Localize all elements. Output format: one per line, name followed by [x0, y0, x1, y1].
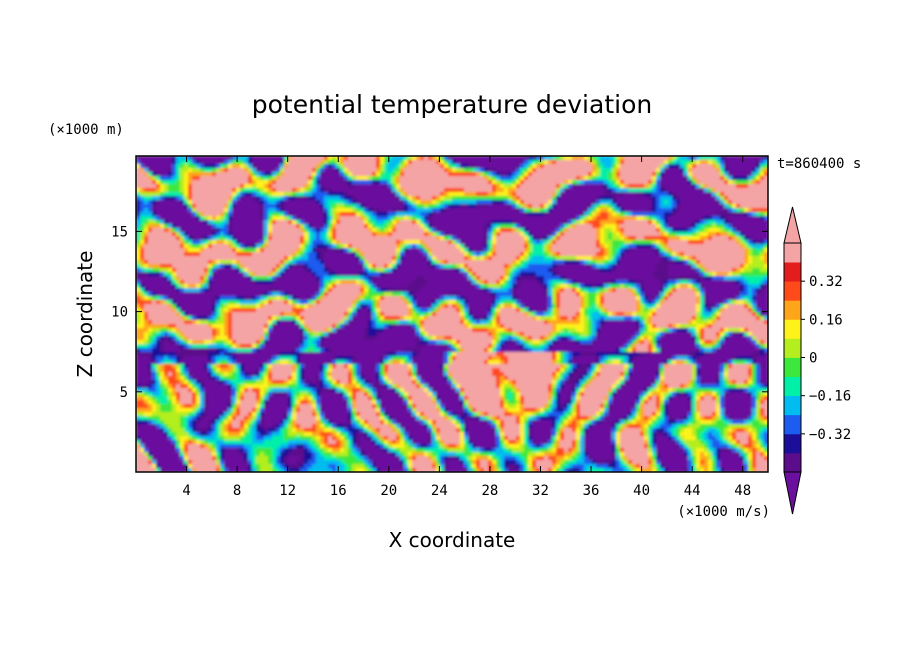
x-unit-label: (×1000 m/s) [677, 504, 770, 520]
colorbar-swatch [784, 452, 801, 473]
contour-field [136, 156, 768, 472]
y-axis-label: Z coordinate [73, 251, 97, 378]
y-tick-label: 10 [111, 305, 128, 321]
x-tick-label: 40 [633, 483, 650, 499]
colorbar-swatch [784, 433, 801, 454]
colorbar-swatch [784, 281, 801, 301]
x-tick-label: 28 [481, 483, 498, 499]
colorbar-label: 0.32 [809, 274, 843, 290]
colorbar-swatch [784, 319, 801, 339]
colorbar-label: −0.16 [809, 389, 851, 405]
x-tick-label: 32 [532, 483, 549, 499]
colorbar-over-arrow [783, 206, 802, 244]
plot-frame [135, 155, 769, 473]
colorbar-swatch [784, 243, 801, 263]
x-tick-label: 20 [380, 483, 397, 499]
x-tick-label: 48 [734, 483, 751, 499]
x-tick-label: 12 [279, 483, 296, 499]
y-axis: 5 10 15 [111, 224, 768, 401]
x-tick-label: 36 [583, 483, 600, 499]
colorbar-swatch [784, 414, 801, 435]
y-tick-label: 15 [111, 224, 128, 240]
contour-cells [136, 156, 768, 472]
x-axis: 4 8 12 16 20 24 28 32 36 40 44 48 [182, 156, 751, 499]
colorbar: 0.32 0.16 0 −0.16 −0.32 [783, 206, 851, 515]
x-axis-label: X coordinate [389, 528, 516, 552]
colorbar-swatch [784, 395, 801, 416]
colorbar-swatch [784, 376, 801, 397]
y-unit-label: (×1000 m) [48, 122, 124, 138]
colorbar-swatch [784, 262, 801, 282]
colorbar-label: 0.16 [809, 312, 843, 328]
colorbar-swatch [784, 357, 801, 377]
x-tick-label: 24 [431, 483, 448, 499]
colorbar-label: −0.32 [809, 427, 851, 443]
x-tick-label: 8 [233, 483, 241, 499]
x-tick-label: 16 [330, 483, 347, 499]
x-tick-label: 4 [182, 483, 190, 499]
colorbar-label: 0 [809, 351, 817, 367]
colorbar-under-arrow [783, 471, 802, 515]
time-label: t=860400 s [777, 156, 861, 172]
chart-title: potential temperature deviation [252, 90, 652, 119]
colorbar-swatch [784, 338, 801, 358]
colorbar-swatch [784, 300, 801, 320]
y-tick-label: 5 [120, 385, 128, 401]
x-tick-label: 44 [684, 483, 701, 499]
